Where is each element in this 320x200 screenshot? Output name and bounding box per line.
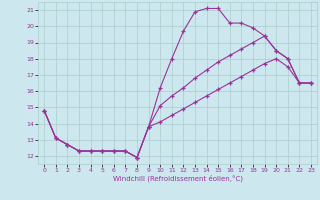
X-axis label: Windchill (Refroidissement éolien,°C): Windchill (Refroidissement éolien,°C) [113, 175, 243, 182]
